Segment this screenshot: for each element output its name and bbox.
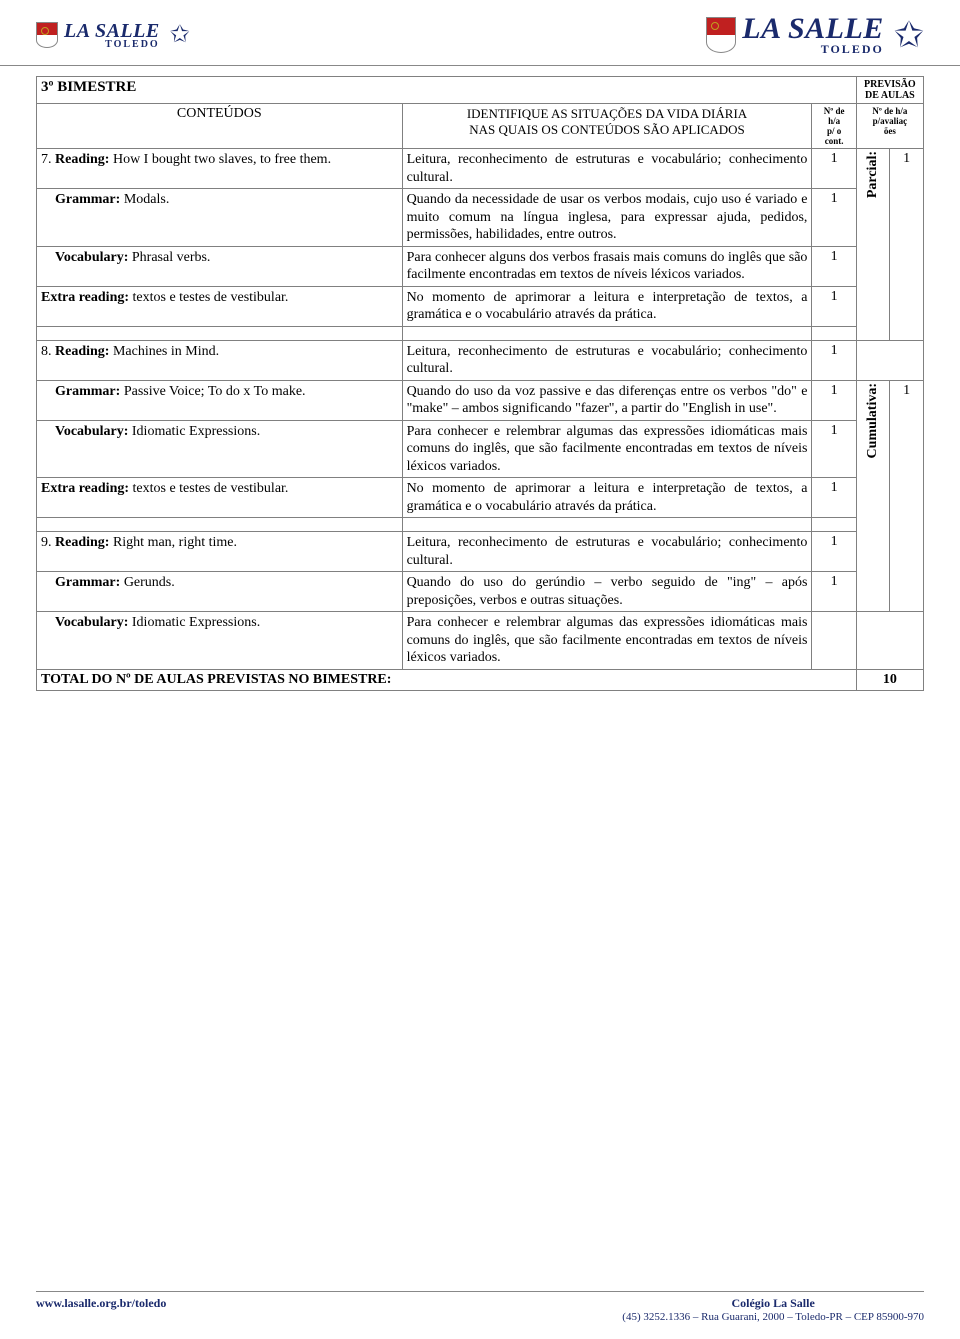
logo-left: LA SALLE TOLEDO ✩ <box>36 20 190 50</box>
content-col: Extra reading: textos e testes de vestib… <box>37 478 403 518</box>
content-col: Vocabulary: Idiomatic Expressions. <box>37 612 403 670</box>
curriculum-table: 3º BIMESTRE PREVISÃO DE AULAS CONTEÚDOS … <box>36 76 924 691</box>
situacao-col: Leitura, reconhecimento de estruturas e … <box>402 340 812 380</box>
content-col: 9. Reading: Right man, right time. <box>37 532 403 572</box>
table-row: 7. Reading: How I bought two slaves, to … <box>37 149 924 189</box>
table-row: Vocabulary: Idiomatic Expressions. Para … <box>37 420 924 478</box>
situacao-col: Para conhecer alguns dos verbos frasais … <box>402 246 812 286</box>
situacao-col: No momento de aprimorar a leitura e inte… <box>402 478 812 518</box>
cumulativa-label-cell: Cumulativa: <box>856 380 890 612</box>
situacao-col: Quando do uso do gerúndio – verbo seguid… <box>402 572 812 612</box>
table-row: Grammar: Modals. Quando da necessidade d… <box>37 189 924 247</box>
footer-url: www.lasalle.org.br/toledo <box>36 1296 166 1311</box>
shield-icon <box>706 17 736 53</box>
total-value: 10 <box>856 669 923 690</box>
parcial-score: 1 <box>890 149 924 341</box>
table-row: Vocabulary: Idiomatic Expressions. Para … <box>37 612 924 670</box>
conteudos-header: CONTEÚDOS <box>37 104 403 149</box>
parcial-label: Parcial: <box>865 151 881 198</box>
situacao-col: Leitura, reconhecimento de estruturas e … <box>402 532 812 572</box>
brand-sub: TOLEDO <box>821 42 884 57</box>
logo-text-right: LA SALLE TOLEDO <box>742 12 884 57</box>
star-icon: ✩ <box>170 20 190 49</box>
content-col: 8. Reading: Machines in Mind. <box>37 340 403 380</box>
page-header: LA SALLE TOLEDO ✩ LA SALLE TOLEDO ✩ <box>0 0 960 66</box>
situacao-col: Quando do uso da voz passive e das difer… <box>402 380 812 420</box>
empty-cell <box>856 612 923 670</box>
situacoes-l1: IDENTIFIQUE AS SITUAÇÕES DA VIDA DIÁRIA <box>467 106 747 121</box>
ha-col: 1 <box>812 149 856 189</box>
ha-col: 1 <box>812 340 856 380</box>
table-row: 9. Reading: Right man, right time. Leitu… <box>37 532 924 572</box>
spacer-row <box>37 326 924 340</box>
table-row: 8. Reading: Machines in Mind. Leitura, r… <box>37 340 924 380</box>
ha-col: 1 <box>812 286 856 326</box>
footer-right: Colégio La Salle (45) 3252.1336 – Rua Gu… <box>622 1296 924 1323</box>
content-col: Extra reading: textos e testes de vestib… <box>37 286 403 326</box>
situacoes-header: IDENTIFIQUE AS SITUAÇÕES DA VIDA DIÁRIA … <box>402 104 812 149</box>
logo-right: LA SALLE TOLEDO ✩ <box>706 12 924 57</box>
logo-text-left: LA SALLE TOLEDO <box>64 20 160 50</box>
situacoes-l2: NAS QUAIS OS CONTEÚDOS SÃO APLICADOS <box>469 122 745 137</box>
situacao-col: Quando da necessidade de usar os verbos … <box>402 189 812 247</box>
footer-address: (45) 3252.1336 – Rua Guarani, 2000 – Tol… <box>622 1311 924 1323</box>
ha-col: 1 <box>812 380 856 420</box>
shield-icon <box>36 22 58 48</box>
content-col: 7. Reading: How I bought two slaves, to … <box>37 149 403 189</box>
ha-col: 1 <box>812 532 856 572</box>
ha-col: 1 <box>812 572 856 612</box>
content-col: Grammar: Gerunds. <box>37 572 403 612</box>
cumulativa-score: 1 <box>890 380 924 612</box>
content-col: Vocabulary: Idiomatic Expressions. <box>37 420 403 478</box>
ha-col <box>812 612 856 670</box>
ha-col: 1 <box>812 246 856 286</box>
ha-col: 1 <box>812 478 856 518</box>
bimestre-title: 3º BIMESTRE <box>37 77 857 104</box>
spacer-row <box>37 518 924 532</box>
ha-col: 1 <box>812 189 856 247</box>
situacao-col: Para conhecer e relembrar algumas das ex… <box>402 612 812 670</box>
page-footer: www.lasalle.org.br/toledo Colégio La Sal… <box>36 1291 924 1323</box>
table-row: Vocabulary: Phrasal verbs. Para conhecer… <box>37 246 924 286</box>
parcial-label-cell: Parcial: <box>856 149 890 341</box>
content-col: Grammar: Modals. <box>37 189 403 247</box>
situacao-col: No momento de aprimorar a leitura e inte… <box>402 286 812 326</box>
star-icon: ✩ <box>894 14 924 56</box>
brand-name: LA SALLE <box>742 12 884 46</box>
previsao-header: PREVISÃO DE AULAS <box>856 77 923 104</box>
table-row: Extra reading: textos e testes de vestib… <box>37 286 924 326</box>
total-row: TOTAL DO Nº DE AULAS PREVISTAS NO BIMEST… <box>37 669 924 690</box>
table-row: Grammar: Passive Voice; To do x To make.… <box>37 380 924 420</box>
content-col: Grammar: Passive Voice; To do x To make. <box>37 380 403 420</box>
hap-header: Nº de h/a p/avaliaç ões <box>856 104 923 149</box>
ha-header: Nº de h/a p/ o cont. <box>812 104 856 149</box>
content-col: Vocabulary: Phrasal verbs. <box>37 246 403 286</box>
situacao-col: Leitura, reconhecimento de estruturas e … <box>402 149 812 189</box>
table-row: Extra reading: textos e testes de vestib… <box>37 478 924 518</box>
cumulativa-label: Cumulativa: <box>865 383 881 458</box>
content-area: 3º BIMESTRE PREVISÃO DE AULAS CONTEÚDOS … <box>0 66 960 691</box>
ha-col: 1 <box>812 420 856 478</box>
situacao-col: Para conhecer e relembrar algumas das ex… <box>402 420 812 478</box>
footer-college: Colégio La Salle <box>622 1296 924 1311</box>
brand-sub: TOLEDO <box>105 39 160 50</box>
empty-cell <box>856 340 923 380</box>
table-row: Grammar: Gerunds. Quando do uso do gerún… <box>37 572 924 612</box>
total-label: TOTAL DO Nº DE AULAS PREVISTAS NO BIMEST… <box>37 669 857 690</box>
